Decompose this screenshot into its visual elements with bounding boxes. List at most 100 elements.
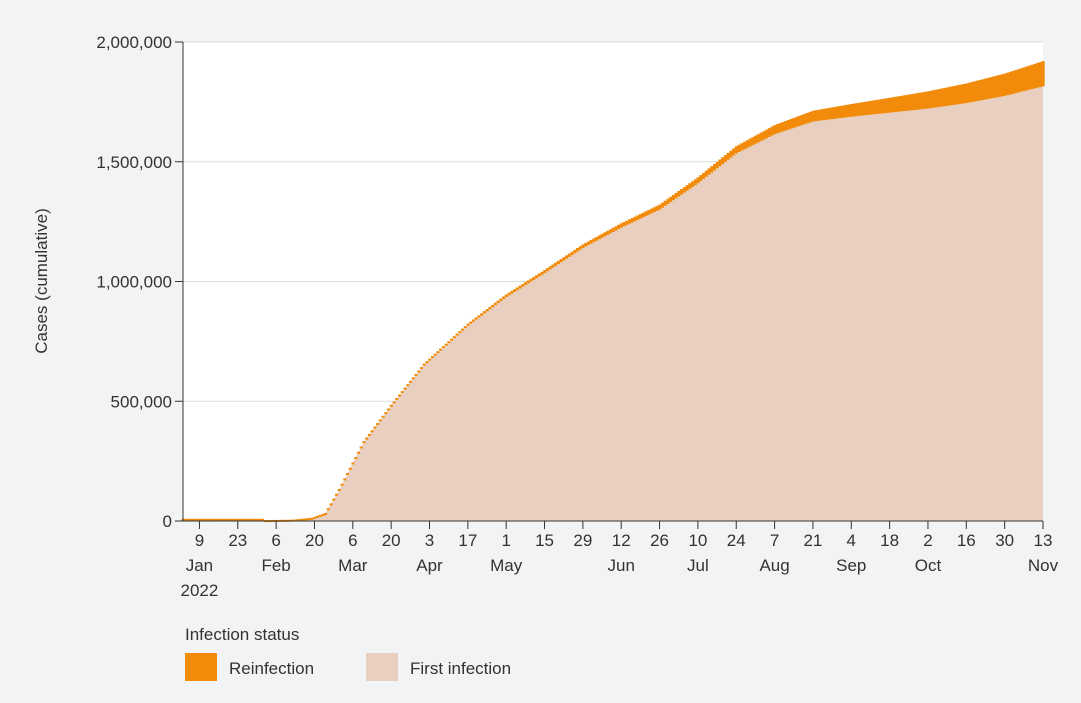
reinfection-mark [628, 219, 632, 224]
reinfection-mark [584, 242, 588, 247]
reinfection-mark [619, 223, 623, 228]
y-tick-label: 2,000,000 [96, 33, 172, 52]
x-tick-month-label: Jan [186, 556, 213, 575]
reinfection-mark [217, 518, 221, 521]
reinfection-mark [904, 95, 908, 111]
reinfection-mark [923, 91, 927, 109]
reinfection-mark [860, 102, 864, 116]
reinfection-mark [1036, 62, 1040, 88]
reinfection-mark [633, 216, 637, 222]
reinfection-mark [356, 451, 360, 454]
reinfection-mark [408, 380, 412, 383]
reinfection-mark [537, 273, 541, 277]
reinfection-mark [526, 280, 530, 284]
x-tick-day-label: 2 [923, 531, 932, 550]
reinfection-mark [321, 513, 325, 516]
reinfection-mark [230, 518, 234, 521]
reinfection-mark [482, 311, 486, 314]
reinfection-mark [986, 77, 990, 99]
reinfection-mark [225, 518, 229, 521]
reinfection-mark [1027, 65, 1031, 90]
reinfection-mark [209, 518, 213, 521]
reinfection-mark [529, 278, 533, 282]
reinfection-mark [937, 89, 941, 108]
reinfection-mark [806, 112, 810, 124]
reinfection-mark [874, 100, 878, 115]
x-tick-day-label: 20 [382, 531, 401, 550]
reinfection-mark [901, 95, 905, 112]
x-tick-month-label: Jun [608, 556, 635, 575]
reinfection-mark [625, 220, 629, 226]
reinfection-mark [578, 246, 582, 250]
reinfection-mark [236, 518, 240, 521]
reinfection-mark [540, 271, 544, 275]
reinfection-mark [340, 483, 344, 486]
reinfection-mark [518, 285, 522, 289]
x-tick-day-label: 26 [650, 531, 669, 550]
reinfection-mark [417, 370, 421, 373]
reinfection-mark [970, 82, 974, 103]
reinfection-mark [565, 255, 569, 259]
reinfection-mark [387, 408, 391, 411]
reinfection-mark [951, 86, 955, 106]
reinfection-mark [373, 426, 377, 429]
reinfection-mark [819, 109, 823, 121]
reinfection-mark [734, 146, 738, 154]
reinfection-mark [943, 87, 947, 107]
x-tick-day-label: 12 [612, 531, 631, 550]
reinfection-mark [335, 493, 339, 496]
reinfection-mark [576, 248, 580, 252]
reinfection-mark [439, 348, 443, 351]
reinfection-mark [797, 115, 801, 127]
x-tick-day-label: 10 [688, 531, 707, 550]
reinfection-mark [507, 292, 511, 296]
reinfection-mark [477, 315, 481, 318]
x-tick-day-label: 6 [271, 531, 280, 550]
reinfection-mark [836, 106, 840, 119]
reinfection-mark [444, 343, 448, 346]
reinfection-mark [573, 249, 577, 254]
reinfection-mark [964, 83, 968, 104]
reinfection-mark [184, 518, 188, 521]
reinfection-mark [907, 94, 911, 111]
y-tick-label: 1,000,000 [96, 273, 172, 292]
reinfection-mark [354, 457, 358, 460]
reinfection-mark [562, 257, 566, 261]
reinfection-mark [474, 317, 478, 320]
reinfection-mark [828, 107, 832, 120]
reinfection-mark [784, 121, 788, 131]
reinfection-mark [677, 190, 681, 197]
reinfection-mark [910, 94, 914, 111]
reinfection-mark [247, 518, 251, 521]
reinfection-mark [718, 159, 722, 167]
x-tick-day-label: 3 [425, 531, 434, 550]
reinfection-mark [896, 96, 900, 112]
reinfection-mark [674, 192, 678, 199]
reinfection-mark [992, 76, 996, 98]
reinfection-mark [228, 518, 232, 521]
reinfection-mark [329, 503, 333, 506]
reinfection-mark [441, 346, 445, 349]
reinfection-mark [989, 77, 993, 99]
x-tick-day-label: 1 [501, 531, 510, 550]
reinfection-mark [595, 236, 599, 241]
reinfection-mark [737, 144, 741, 152]
y-tick-label: 0 [163, 512, 172, 531]
reinfection-mark [192, 518, 196, 521]
reinfection-mark [877, 99, 881, 114]
reinfection-mark [786, 119, 790, 130]
reinfection-mark [732, 148, 736, 156]
reinfection-mark [359, 446, 363, 449]
reinfection-mark [315, 515, 319, 518]
reinfection-mark [912, 93, 916, 111]
reinfection-mark [959, 84, 963, 104]
reinfection-mark [751, 137, 755, 146]
reinfection-mark [332, 498, 336, 501]
reinfection-mark [255, 518, 259, 521]
y-axis-title: Cases (cumulative) [32, 208, 51, 354]
reinfection-mark [392, 401, 396, 404]
reinfection-mark [460, 328, 465, 331]
reinfection-mark [658, 204, 662, 210]
reinfection-mark [261, 518, 265, 521]
reinfection-mark [337, 489, 341, 492]
